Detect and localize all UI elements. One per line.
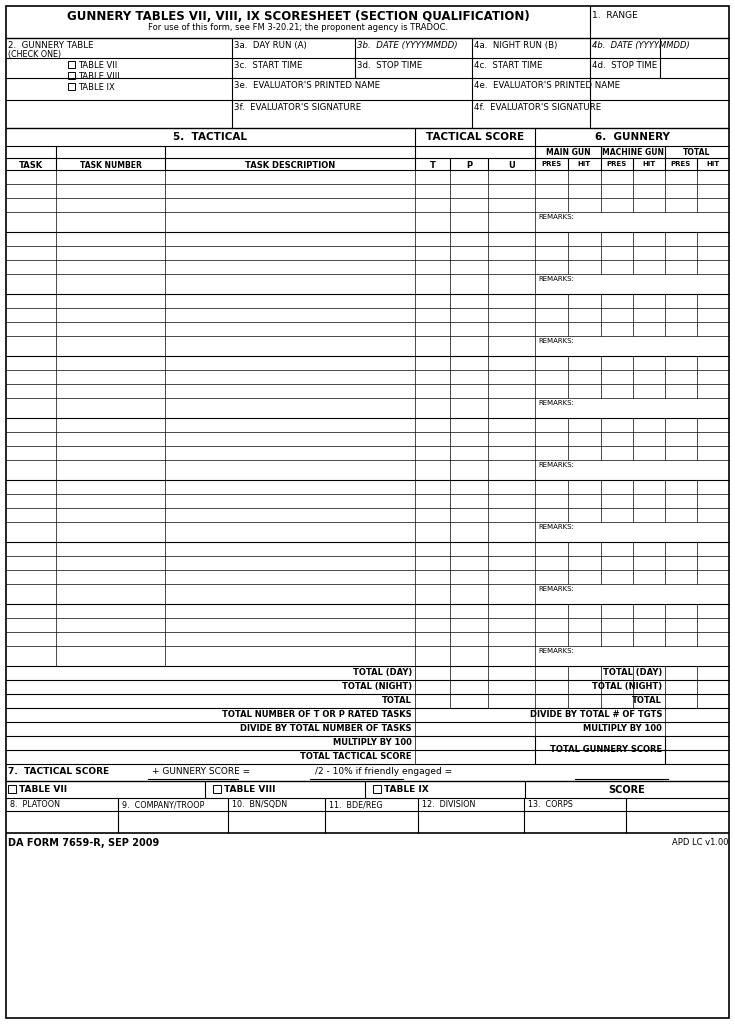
Text: U: U <box>508 161 515 170</box>
Text: 8.  PLATOON: 8. PLATOON <box>10 800 60 809</box>
Text: TOTAL GUNNERY SCORE: TOTAL GUNNERY SCORE <box>550 745 662 755</box>
Text: REMARKS:: REMARKS: <box>538 462 574 468</box>
Text: 3c.  START TIME: 3c. START TIME <box>234 61 303 70</box>
Text: PRES: PRES <box>542 161 562 167</box>
Text: 10.  BN/SQDN: 10. BN/SQDN <box>232 800 287 809</box>
Text: PRES: PRES <box>607 161 627 167</box>
Text: TACTICAL SCORE: TACTICAL SCORE <box>426 132 524 142</box>
Text: 4f.  EVALUATOR'S SIGNATURE: 4f. EVALUATOR'S SIGNATURE <box>474 103 601 112</box>
Text: 11.  BDE/REG: 11. BDE/REG <box>329 800 383 809</box>
Text: APD LC v1.00: APD LC v1.00 <box>673 838 729 847</box>
Text: 7.  TACTICAL SCORE: 7. TACTICAL SCORE <box>8 767 109 776</box>
Bar <box>68 72 75 79</box>
Text: TABLE VIII: TABLE VIII <box>78 72 120 81</box>
Text: 3e.  EVALUATOR'S PRINTED NAME: 3e. EVALUATOR'S PRINTED NAME <box>234 81 380 90</box>
Text: 2.  GUNNERY TABLE: 2. GUNNERY TABLE <box>8 41 93 50</box>
Bar <box>68 61 75 68</box>
Text: TOTAL TACTICAL SCORE: TOTAL TACTICAL SCORE <box>301 752 412 761</box>
Text: DIVIDE BY TOTAL # OF TGTS: DIVIDE BY TOTAL # OF TGTS <box>530 710 662 719</box>
Text: TASK NUMBER: TASK NUMBER <box>79 161 141 170</box>
Text: TASK: TASK <box>19 161 43 170</box>
Text: MACHINE GUN: MACHINE GUN <box>602 148 664 157</box>
Text: REMARKS:: REMARKS: <box>538 400 574 406</box>
Text: TABLE VII: TABLE VII <box>78 61 118 70</box>
Text: For use of this form, see FM 3-20.21; the proponent agency is TRADOC.: For use of this form, see FM 3-20.21; th… <box>148 23 448 32</box>
Bar <box>373 785 381 793</box>
Text: REMARKS:: REMARKS: <box>538 524 574 530</box>
Text: P: P <box>466 161 472 170</box>
Text: MAIN GUN: MAIN GUN <box>545 148 590 157</box>
Text: TABLE IX: TABLE IX <box>384 785 429 794</box>
Text: REMARKS:: REMARKS: <box>538 214 574 220</box>
Text: TOTAL (NIGHT): TOTAL (NIGHT) <box>592 682 662 691</box>
Text: TOTAL NUMBER OF T OR P RATED TASKS: TOTAL NUMBER OF T OR P RATED TASKS <box>223 710 412 719</box>
Text: GUNNERY TABLES VII, VIII, IX SCORESHEET (SECTION QUALIFICATION): GUNNERY TABLES VII, VIII, IX SCORESHEET … <box>67 10 529 23</box>
Text: 9.  COMPANY/TROOP: 9. COMPANY/TROOP <box>122 800 204 809</box>
Bar <box>8 785 16 793</box>
Text: 5.  TACTICAL: 5. TACTICAL <box>173 132 248 142</box>
Text: MULTIPLY BY 100: MULTIPLY BY 100 <box>333 738 412 746</box>
Text: REMARKS:: REMARKS: <box>538 338 574 344</box>
Text: REMARKS:: REMARKS: <box>538 586 574 592</box>
Text: 3a.  DAY RUN (A): 3a. DAY RUN (A) <box>234 41 306 50</box>
Bar <box>68 83 75 90</box>
Text: 4c.  START TIME: 4c. START TIME <box>474 61 542 70</box>
Text: 12.  DIVISION: 12. DIVISION <box>422 800 476 809</box>
Text: 4e.  EVALUATOR'S PRINTED NAME: 4e. EVALUATOR'S PRINTED NAME <box>474 81 620 90</box>
Text: 1.  RANGE: 1. RANGE <box>592 11 638 20</box>
Text: HIT: HIT <box>578 161 591 167</box>
Text: HIT: HIT <box>706 161 720 167</box>
Text: TOTAL: TOTAL <box>632 696 662 705</box>
Text: 3f.  EVALUATOR'S SIGNATURE: 3f. EVALUATOR'S SIGNATURE <box>234 103 361 112</box>
Text: 4b.  DATE (YYYYMMDD): 4b. DATE (YYYYMMDD) <box>592 41 689 50</box>
Text: 4a.  NIGHT RUN (B): 4a. NIGHT RUN (B) <box>474 41 557 50</box>
Text: 4d.  STOP TIME: 4d. STOP TIME <box>592 61 657 70</box>
Text: REMARKS:: REMARKS: <box>538 648 574 654</box>
Text: MULTIPLY BY 100: MULTIPLY BY 100 <box>583 724 662 733</box>
Text: TOTAL: TOTAL <box>382 696 412 705</box>
Text: TABLE VII: TABLE VII <box>19 785 67 794</box>
Text: REMARKS:: REMARKS: <box>538 276 574 282</box>
Text: TABLE VIII: TABLE VIII <box>224 785 276 794</box>
Text: TOTAL (DAY): TOTAL (DAY) <box>353 668 412 677</box>
Text: (CHECK ONE): (CHECK ONE) <box>8 50 61 59</box>
Text: 6.  GUNNERY: 6. GUNNERY <box>595 132 670 142</box>
Text: DIVIDE BY TOTAL NUMBER OF TASKS: DIVIDE BY TOTAL NUMBER OF TASKS <box>240 724 412 733</box>
Text: 3b.  DATE (YYYYMMDD): 3b. DATE (YYYYMMDD) <box>357 41 458 50</box>
Text: SCORE: SCORE <box>609 785 645 795</box>
Text: DA FORM 7659-R, SEP 2009: DA FORM 7659-R, SEP 2009 <box>8 838 159 848</box>
Text: TOTAL: TOTAL <box>684 148 711 157</box>
Text: PRES: PRES <box>671 161 691 167</box>
Text: 13.  CORPS: 13. CORPS <box>528 800 573 809</box>
Text: T: T <box>429 161 435 170</box>
Text: /2 - 10% if friendly engaged =: /2 - 10% if friendly engaged = <box>315 767 452 776</box>
Text: + GUNNERY SCORE =: + GUNNERY SCORE = <box>152 767 250 776</box>
Text: TOTAL (DAY): TOTAL (DAY) <box>603 668 662 677</box>
Text: TABLE IX: TABLE IX <box>78 83 115 92</box>
Text: 3d.  STOP TIME: 3d. STOP TIME <box>357 61 422 70</box>
Bar <box>213 785 221 793</box>
Text: TASK DESCRIPTION: TASK DESCRIPTION <box>245 161 335 170</box>
Text: HIT: HIT <box>642 161 656 167</box>
Text: TOTAL (NIGHT): TOTAL (NIGHT) <box>342 682 412 691</box>
